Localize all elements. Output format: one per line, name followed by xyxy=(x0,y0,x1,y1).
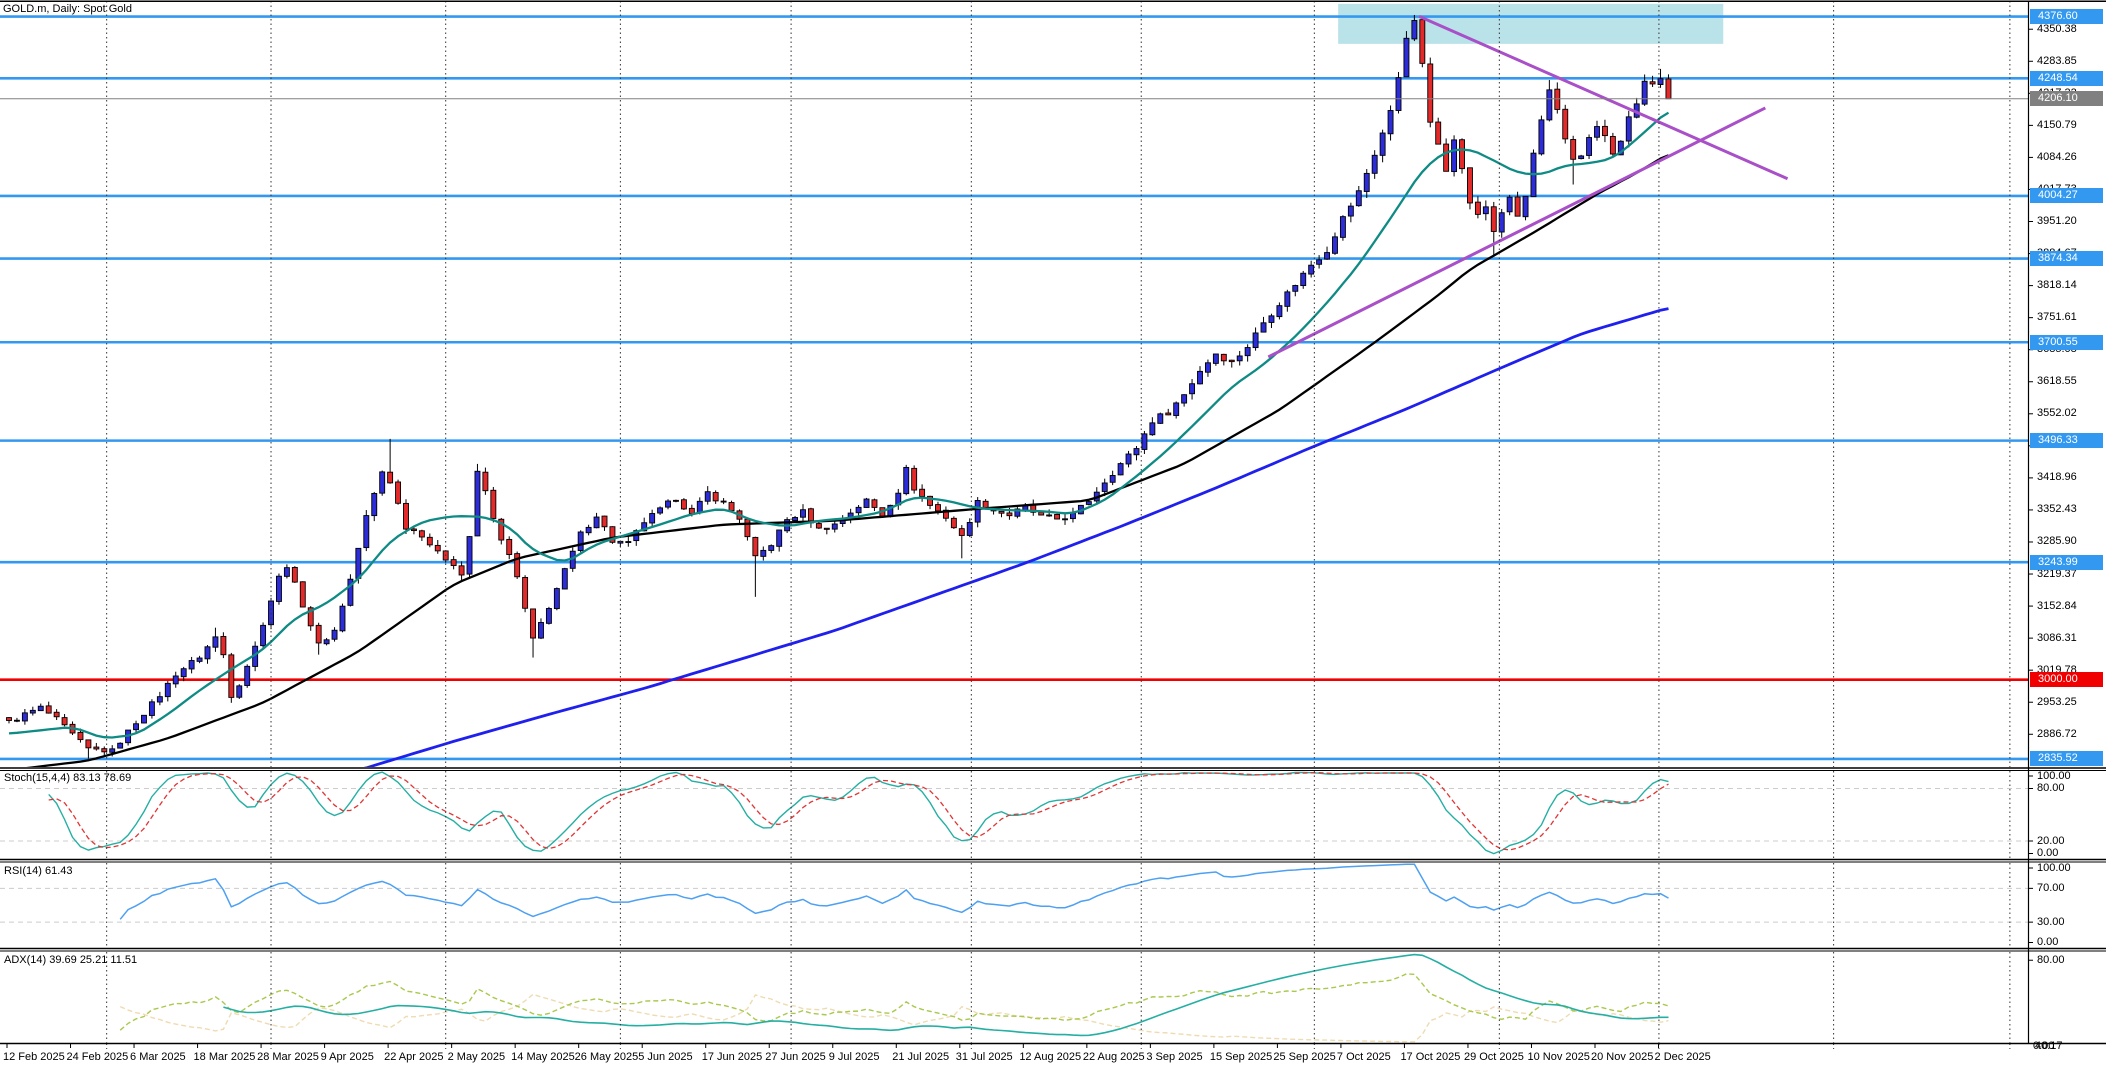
date-tick-label: 20 Nov 2025 xyxy=(1591,1051,1654,1063)
corner-scale-label: 0.00 xyxy=(2033,1040,2055,1052)
date-tick-label: 26 May 2025 xyxy=(574,1051,639,1063)
adx-indicator-label: ADX(14) 39.69 25.21 11.51 xyxy=(4,954,138,966)
date-tick-label: 6 Mar 2025 xyxy=(130,1051,186,1063)
rsi-indicator-label: RSI(14) 61.43 xyxy=(4,865,73,877)
ma-medium-line xyxy=(26,154,1669,767)
date-tick-label: 15 Sep 2025 xyxy=(1209,1051,1273,1063)
stoch-indicator-label: Stoch(15,4,4) 83.13 78.69 xyxy=(4,772,132,784)
date-tick-label: 12 Aug 2025 xyxy=(1019,1051,1082,1063)
price-tick-label: 3418.96 xyxy=(2037,471,2077,484)
stoch-scale-label: 20.00 xyxy=(2037,834,2065,847)
date-tick-label: 17 Jun 2025 xyxy=(701,1051,763,1063)
price-tick-label: 2886.72 xyxy=(2037,727,2077,740)
chart-title: GOLD.m, Daily: Spot Gold xyxy=(3,3,132,15)
price-tick-label: 4150.79 xyxy=(2037,118,2077,131)
rsi-scale-label: 30.00 xyxy=(2037,915,2065,928)
price-tick-label: 2953.25 xyxy=(2037,695,2077,708)
price-tick-label: 3285.90 xyxy=(2037,535,2077,548)
price-tick-label: 3818.14 xyxy=(2037,279,2077,292)
stoch-scale-label: 80.00 xyxy=(2037,782,2065,794)
rsi-scale-label: 100.00 xyxy=(2037,861,2071,874)
date-tick-label: 7 Oct 2025 xyxy=(1336,1051,1391,1063)
corner-scale-label: 40.17 xyxy=(2035,1040,2063,1052)
date-tick-label: 31 Jul 2025 xyxy=(955,1051,1013,1063)
supply-zone-rectangle[interactable] xyxy=(1338,3,1724,44)
stoch-scale-label: 0.00 xyxy=(2037,847,2059,859)
date-tick-label: 25 Sep 2025 xyxy=(1273,1051,1336,1063)
price-tick-label: 3751.61 xyxy=(2037,311,2077,324)
date-tick-label: 18 Mar 2025 xyxy=(193,1051,256,1063)
date-tick-label: 9 Jul 2025 xyxy=(828,1051,880,1063)
ma-fast-line xyxy=(8,111,1670,739)
rsi-line xyxy=(119,863,1669,920)
date-tick-label: 12 Feb 2025 xyxy=(3,1051,65,1063)
date-tick-label: 27 Jun 2025 xyxy=(765,1051,826,1063)
ascending-trendline[interactable] xyxy=(1267,106,1766,359)
rsi-scale-label: 0.00 xyxy=(2037,936,2059,948)
price-tick-label: 3951.20 xyxy=(2037,215,2077,227)
level-price-badge: 3700.55 xyxy=(2030,334,2103,350)
candles-layer xyxy=(6,14,1672,759)
price-tick-label: 3086.31 xyxy=(2037,631,2077,644)
price-tick-label: 4084.26 xyxy=(2037,150,2077,163)
price-tick-label: 3152.84 xyxy=(2037,599,2077,612)
date-tick-label: 22 Aug 2025 xyxy=(1082,1051,1145,1063)
date-tick-label: 21 Jul 2025 xyxy=(892,1051,950,1063)
date-tick-label: 17 Oct 2025 xyxy=(1400,1051,1461,1063)
rsi-scale-label: 70.00 xyxy=(2037,881,2065,894)
price-tick-label: 3618.55 xyxy=(2037,375,2077,388)
main-price-panel[interactable] xyxy=(0,3,2028,770)
adx-line xyxy=(223,953,1669,1037)
price-tick-label: 4350.38 xyxy=(2037,22,2077,35)
level-price-badge: 3874.34 xyxy=(2030,251,2103,267)
date-tick-label: 14 May 2025 xyxy=(511,1051,575,1063)
level-price-badge: 4004.27 xyxy=(2030,188,2103,204)
rsi-panel[interactable] xyxy=(0,863,2028,923)
level-price-badge: 4376.60 xyxy=(2030,9,2103,25)
date-tick-label: 28 Mar 2025 xyxy=(257,1051,319,1063)
adx-panel[interactable] xyxy=(119,953,1669,1043)
date-tick-label: 2 May 2025 xyxy=(447,1051,506,1063)
price-level-lines[interactable] xyxy=(0,15,2028,761)
panel-borders xyxy=(0,1,2106,1048)
price-tick-label: 3219.37 xyxy=(2037,567,2077,580)
date-tick-label: 29 Oct 2025 xyxy=(1463,1051,1524,1063)
plus-di-line xyxy=(119,973,1669,1031)
current-price-badge: 4206.10 xyxy=(2030,91,2103,107)
date-tick-label: 24 Feb 2025 xyxy=(66,1051,129,1063)
alert-price-badge: 3000.00 xyxy=(2030,672,2103,688)
date-tick-label: 9 Apr 2025 xyxy=(320,1051,374,1063)
descending-trendline[interactable] xyxy=(1418,15,1789,181)
level-price-badge: 3243.99 xyxy=(2030,554,2103,570)
date-tick-label: 2 Dec 2025 xyxy=(1654,1051,1711,1063)
minus-di-line xyxy=(119,993,1669,1043)
date-tick-label: 3 Sep 2025 xyxy=(1146,1051,1203,1063)
period-separators xyxy=(106,1,2011,1049)
level-price-badge: 4248.54 xyxy=(2030,70,2103,86)
price-tick-label: 3552.02 xyxy=(2037,407,2077,420)
ma-slow-line xyxy=(363,307,1669,767)
level-price-badge: 2835.52 xyxy=(2030,751,2103,767)
stoch-scale-label: 100.00 xyxy=(2037,769,2071,782)
price-tick-label: 4283.85 xyxy=(2037,54,2077,67)
level-price-badge: 3496.33 xyxy=(2030,433,2103,449)
date-tick-label: 5 Jun 2025 xyxy=(638,1051,693,1063)
price-tick-label: 3352.43 xyxy=(2037,503,2077,516)
date-tick-label: 22 Apr 2025 xyxy=(384,1051,444,1063)
stochastic-panel[interactable] xyxy=(0,771,2028,855)
stoch-k-line xyxy=(48,771,1669,855)
date-tick-label: 10 Nov 2025 xyxy=(1527,1051,1590,1063)
stoch-d-line xyxy=(48,772,1669,851)
adx-scale-label: 80.00 xyxy=(2037,953,2065,966)
